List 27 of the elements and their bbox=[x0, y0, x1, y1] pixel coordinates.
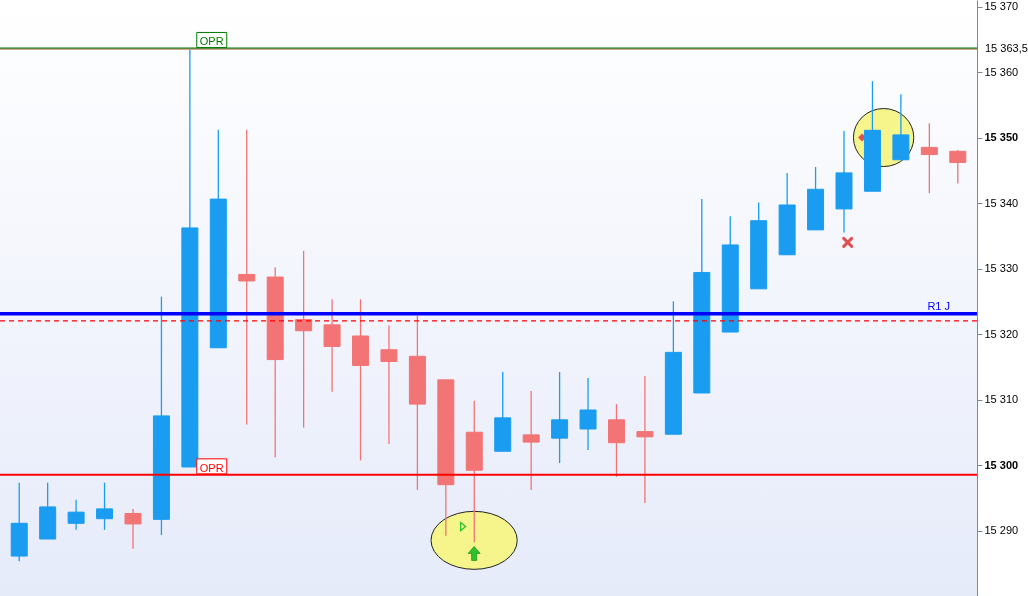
y-tick-label: 15 360 bbox=[984, 65, 1019, 78]
candlestick bbox=[636, 375, 654, 504]
y-tick-label: 15 340 bbox=[984, 196, 1019, 209]
y-tick-label: 15 320 bbox=[984, 327, 1019, 340]
candlestick bbox=[96, 482, 114, 531]
candlestick bbox=[522, 390, 540, 491]
y-tick-label: 15 350 bbox=[984, 131, 1019, 144]
candlestick bbox=[124, 508, 142, 550]
ref-line-label: OPR bbox=[199, 461, 224, 474]
y-tick-label: 15 330 bbox=[984, 262, 1019, 275]
y-tick-label: 15 290 bbox=[984, 524, 1019, 537]
y-tick-label: 15 370 bbox=[984, 0, 1019, 13]
candlestick bbox=[67, 499, 85, 531]
candlestick bbox=[323, 298, 341, 393]
candlestick bbox=[607, 403, 625, 478]
candlestick bbox=[238, 129, 256, 426]
candlestick bbox=[380, 324, 398, 445]
candlestick bbox=[295, 250, 313, 429]
candlestick bbox=[920, 122, 938, 194]
candlestick bbox=[579, 377, 597, 451]
y-tick-label: 15 310 bbox=[984, 393, 1019, 406]
ref-line-label: R1 J bbox=[927, 299, 950, 312]
candlestick bbox=[949, 149, 967, 185]
candlestick bbox=[551, 371, 569, 464]
ref-line-label: 15 363,5 bbox=[985, 42, 1028, 55]
ref-line-label: OPR bbox=[199, 35, 224, 48]
y-tick-label: 15 300 bbox=[984, 458, 1019, 471]
